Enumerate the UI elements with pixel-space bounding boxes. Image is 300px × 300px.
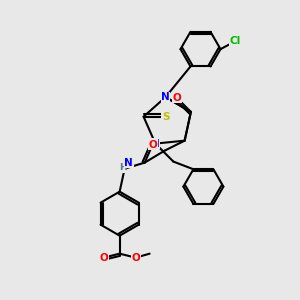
Text: S: S (162, 112, 169, 122)
Text: O: O (131, 253, 140, 263)
Text: O: O (148, 140, 157, 150)
Text: H: H (119, 163, 127, 172)
Text: N: N (151, 139, 160, 148)
Text: N: N (161, 92, 170, 102)
Text: Cl: Cl (230, 36, 241, 46)
Text: O: O (99, 253, 108, 263)
Text: O: O (172, 93, 181, 103)
Text: N: N (124, 158, 133, 168)
